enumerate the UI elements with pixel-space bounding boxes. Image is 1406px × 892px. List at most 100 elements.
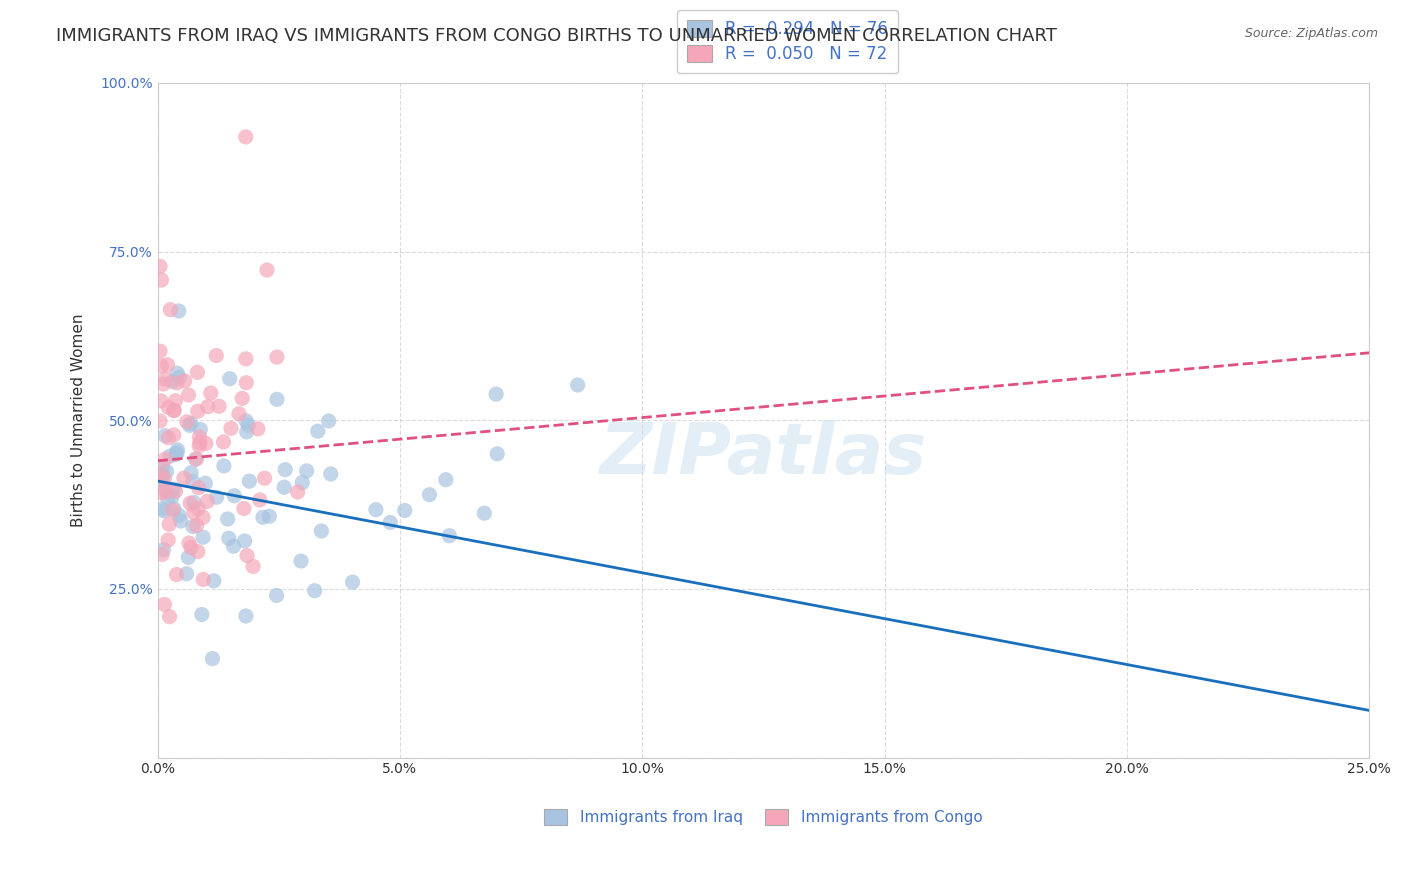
- Point: [233, 533, 256, 548]
- Point: [149, 466, 172, 480]
- Point: [307, 424, 329, 438]
- Point: [191, 530, 214, 544]
- Point: [191, 510, 214, 524]
- Point: [157, 401, 180, 415]
- Point: [149, 414, 172, 428]
- Point: [153, 504, 176, 518]
- Point: [304, 583, 326, 598]
- Point: [177, 550, 200, 565]
- Point: [188, 435, 211, 450]
- Point: [188, 439, 211, 453]
- Point: [163, 403, 186, 417]
- Point: [567, 378, 589, 392]
- Point: [173, 471, 195, 485]
- Point: [186, 452, 208, 467]
- Point: [231, 392, 253, 406]
- Point: [193, 573, 215, 587]
- Y-axis label: Births to Unmarried Women: Births to Unmarried Women: [72, 313, 86, 527]
- Point: [273, 480, 295, 494]
- Point: [149, 260, 172, 274]
- Point: [235, 376, 257, 390]
- Point: [152, 501, 174, 516]
- Point: [166, 442, 188, 457]
- Point: [155, 484, 177, 499]
- Point: [195, 494, 218, 508]
- Point: [163, 482, 186, 496]
- Point: [150, 393, 173, 408]
- Point: [165, 484, 187, 499]
- Point: [152, 542, 174, 557]
- Point: [166, 567, 188, 582]
- Point: [190, 422, 212, 436]
- Point: [152, 481, 174, 495]
- Point: [153, 428, 176, 442]
- Point: [232, 501, 254, 516]
- Point: [252, 510, 274, 524]
- Point: [236, 549, 259, 563]
- Point: [153, 472, 176, 486]
- Legend: Immigrants from Iraq, Immigrants from Congo: Immigrants from Iraq, Immigrants from Co…: [538, 803, 988, 831]
- Point: [153, 452, 176, 467]
- Point: [217, 512, 239, 526]
- Point: [290, 554, 312, 568]
- Point: [266, 350, 288, 364]
- Point: [224, 489, 246, 503]
- Point: [187, 481, 209, 495]
- Point: [167, 508, 190, 523]
- Point: [181, 519, 204, 533]
- Point: [212, 434, 235, 449]
- Point: [177, 536, 200, 550]
- Point: [165, 393, 187, 408]
- Point: [342, 575, 364, 590]
- Point: [319, 467, 342, 481]
- Text: ZIPatlas: ZIPatlas: [600, 419, 927, 489]
- Point: [238, 474, 260, 488]
- Point: [235, 414, 257, 428]
- Point: [201, 651, 224, 665]
- Point: [242, 559, 264, 574]
- Point: [157, 517, 180, 532]
- Point: [208, 399, 231, 413]
- Point: [155, 465, 177, 479]
- Point: [162, 375, 184, 389]
- Point: [180, 417, 202, 431]
- Point: [235, 425, 257, 439]
- Point: [202, 574, 225, 588]
- Point: [156, 358, 179, 372]
- Point: [418, 488, 440, 502]
- Point: [439, 529, 461, 543]
- Point: [149, 344, 172, 359]
- Point: [238, 418, 260, 433]
- Point: [163, 428, 186, 442]
- Point: [183, 506, 205, 520]
- Point: [150, 359, 173, 373]
- Point: [157, 533, 180, 547]
- Point: [181, 475, 204, 489]
- Point: [472, 506, 495, 520]
- Point: [156, 491, 179, 505]
- Point: [176, 566, 198, 581]
- Point: [187, 404, 209, 418]
- Point: [180, 541, 202, 555]
- Point: [186, 518, 208, 533]
- Point: [218, 372, 240, 386]
- Point: [187, 544, 209, 558]
- Point: [274, 463, 297, 477]
- Point: [153, 372, 176, 386]
- Point: [150, 486, 173, 500]
- Point: [364, 502, 387, 516]
- Point: [311, 524, 333, 538]
- Point: [259, 509, 281, 524]
- Point: [235, 609, 257, 624]
- Point: [486, 447, 509, 461]
- Point: [218, 531, 240, 545]
- Point: [165, 448, 187, 462]
- Point: [287, 485, 309, 500]
- Point: [266, 589, 288, 603]
- Point: [205, 349, 228, 363]
- Point: [228, 407, 250, 421]
- Point: [194, 476, 217, 491]
- Point: [180, 466, 202, 480]
- Point: [222, 539, 245, 553]
- Point: [235, 351, 257, 366]
